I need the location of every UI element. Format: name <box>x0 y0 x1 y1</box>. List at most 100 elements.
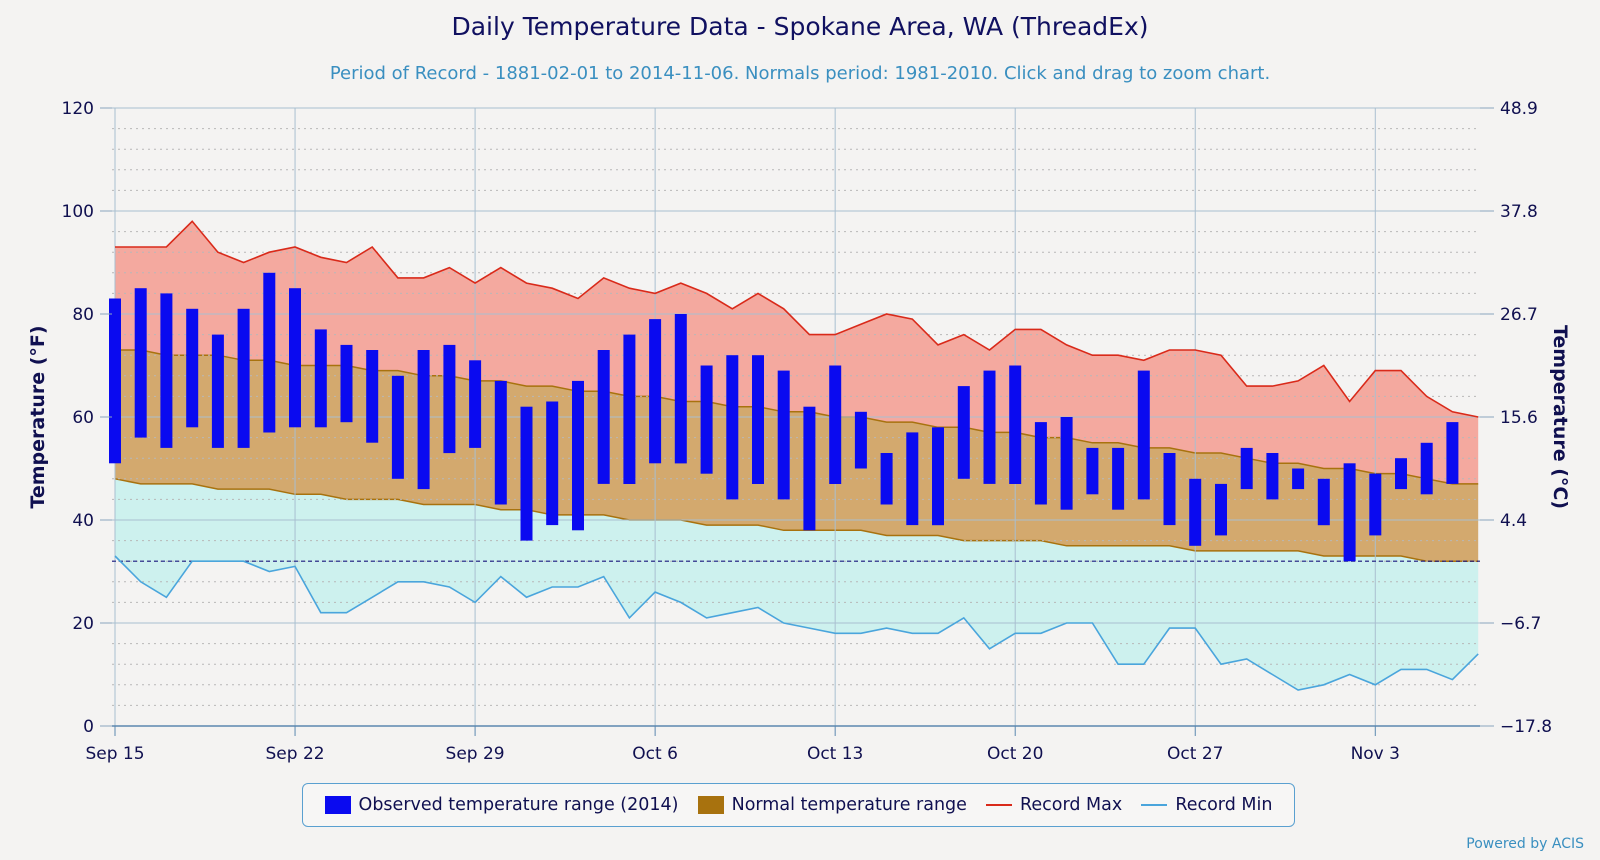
observed-bar <box>752 355 764 484</box>
observed-bar <box>1343 463 1356 562</box>
record-max-line <box>115 220 1479 418</box>
observed-bar <box>469 360 482 448</box>
observed-bar <box>854 411 867 469</box>
observed-bar <box>1060 417 1073 510</box>
y-right-tick-label: −17.8 <box>1500 717 1552 737</box>
observed-bar <box>546 401 559 526</box>
observed-bar <box>957 386 970 479</box>
chart-subtitle: Period of Record - 1881-02-01 to 2014-11… <box>329 63 1271 84</box>
legend: Observed temperature range (2014) Normal… <box>302 783 1295 827</box>
x-tick-label: Nov 3 <box>1351 744 1400 764</box>
legend-item-record-min[interactable]: Record Min <box>1141 795 1272 815</box>
legend-item-normal[interactable]: Normal temperature range <box>697 795 967 815</box>
observed-bar <box>1009 365 1022 484</box>
observed-bar <box>186 308 199 428</box>
observed-bar <box>649 319 662 464</box>
y-tick-label: 60 <box>72 408 94 428</box>
y-right-tick-label: 48.9 <box>1500 99 1538 119</box>
legend-label-record-max: Record Max <box>1020 795 1123 815</box>
observed-bar <box>1034 422 1047 505</box>
legend-item-observed[interactable]: Observed temperature range (2014) <box>324 795 679 815</box>
normal-range-area <box>115 350 1479 562</box>
y-right-tick-label: 15.6 <box>1500 408 1538 428</box>
y-right-axis-title: Temperature (°C) <box>1549 325 1571 509</box>
y-right-tick-label: 4.4 <box>1500 511 1527 531</box>
observed-bar <box>932 427 944 526</box>
x-tick-label: Oct 27 <box>1167 744 1223 764</box>
record-min-area <box>115 478 1479 690</box>
observed-bar <box>1420 442 1433 495</box>
observed-bar <box>1240 447 1253 490</box>
record-min-line <box>114 555 1479 691</box>
observed-bar <box>1292 468 1305 490</box>
x-tick-label: Sep 22 <box>266 744 325 764</box>
observed-bar <box>494 380 507 505</box>
x-tick-label: Oct 13 <box>807 744 863 764</box>
normal-low-line <box>114 478 1479 562</box>
observed-bar <box>160 293 173 448</box>
y-tick-label: 20 <box>72 614 94 634</box>
y-tick-label: 120 <box>62 99 94 119</box>
observed-bar <box>1137 370 1150 500</box>
observed-bar <box>1317 478 1330 526</box>
x-tick-label: Sep 15 <box>85 744 144 764</box>
observed-bar <box>134 288 147 438</box>
observed-bar <box>829 365 842 484</box>
legend-swatch-observed <box>324 796 351 814</box>
observed-bar <box>289 288 301 428</box>
observed-bar <box>1266 453 1279 500</box>
legend-label-normal: Normal temperature range <box>731 795 967 815</box>
observed-bar <box>623 334 636 484</box>
observed-bar <box>211 334 224 448</box>
observed-bar <box>391 375 404 479</box>
legend-label-observed: Observed temperature range (2014) <box>358 795 679 815</box>
observed-bar <box>1395 458 1407 490</box>
legend-label-record-min: Record Min <box>1175 795 1273 815</box>
observed-bar <box>417 350 430 490</box>
chart-title: Daily Temperature Data - Spokane Area, W… <box>451 12 1149 41</box>
y-tick-label: 40 <box>72 511 94 531</box>
credits-link[interactable]: Powered by ACIS <box>1466 836 1584 852</box>
observed-bar <box>340 344 353 423</box>
x-tick-label: Oct 20 <box>987 744 1043 764</box>
observed-bar <box>1446 422 1459 484</box>
observed-bar <box>597 350 610 484</box>
observed-bar <box>263 272 276 433</box>
x-tick-label: Sep 29 <box>446 744 505 764</box>
observed-bar <box>520 406 533 541</box>
observed-bar <box>1369 473 1382 536</box>
observed-bar <box>572 380 584 531</box>
y-tick-label: 0 <box>83 717 94 737</box>
observed-bar <box>237 308 250 448</box>
observed-bar <box>777 370 790 500</box>
y-tick-label: 100 <box>62 202 94 222</box>
observed-bar <box>1112 447 1125 510</box>
observed-bar <box>803 406 816 531</box>
legend-item-record-max[interactable]: Record Max <box>986 795 1122 815</box>
observed-bar <box>314 329 327 428</box>
legend-swatch-record-min <box>1141 804 1168 806</box>
observed-bar <box>983 370 996 484</box>
observed-bar <box>700 365 713 474</box>
observed-bar <box>109 298 121 464</box>
y-right-tick-label: 37.8 <box>1500 202 1538 222</box>
y-right-tick-label: 26.7 <box>1500 305 1538 325</box>
y-right-tick-label: −6.7 <box>1500 614 1541 634</box>
observed-bar <box>880 453 893 505</box>
record-max-area <box>115 221 1479 484</box>
legend-swatch-normal <box>697 796 724 814</box>
y-axis-title: Temperature (°F) <box>27 325 49 508</box>
observed-bar <box>366 350 379 443</box>
observed-bar <box>1215 483 1227 536</box>
observed-bar <box>1189 478 1202 546</box>
legend-swatch-record-max <box>986 804 1013 806</box>
observed-bar <box>1086 447 1099 495</box>
observed-bar <box>1163 453 1176 526</box>
observed-bar <box>906 432 919 526</box>
observed-bar <box>443 344 456 454</box>
y-tick-label: 80 <box>72 305 94 325</box>
observed-bar <box>674 314 687 464</box>
x-tick-label: Oct 6 <box>632 744 678 764</box>
observed-bar <box>726 355 739 500</box>
